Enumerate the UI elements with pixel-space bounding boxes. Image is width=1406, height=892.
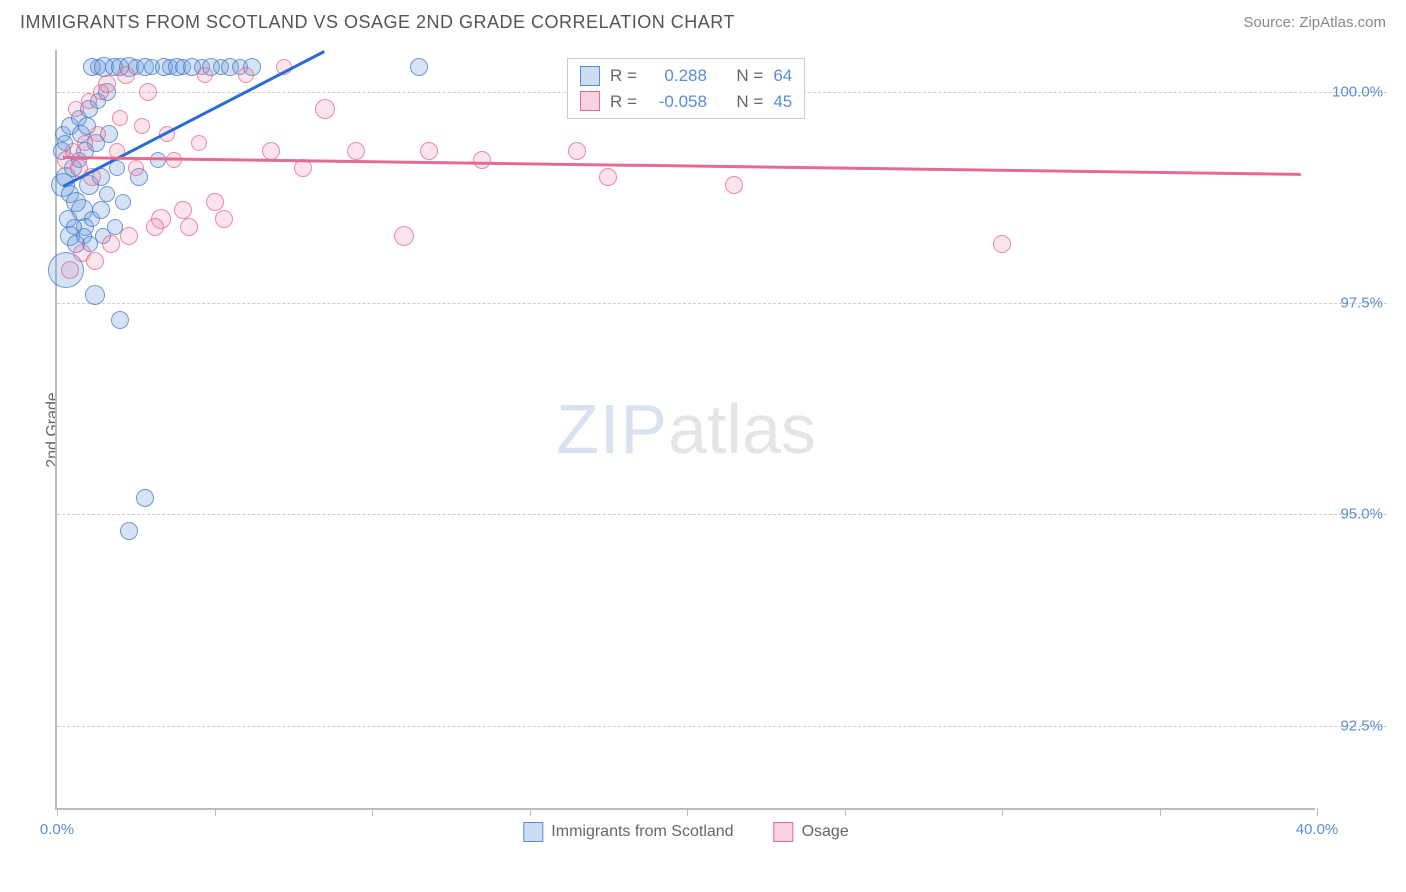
legend-swatch: [774, 822, 794, 842]
y-tick-label: 92.5%: [1340, 717, 1383, 734]
x-tick: [372, 808, 373, 816]
gridline: [57, 726, 1387, 727]
osage-point: [128, 160, 144, 176]
osage-point: [86, 252, 104, 270]
osage-point: [420, 142, 438, 160]
scotland-point: [85, 285, 105, 305]
correlation-scatter-chart: 2nd Grade ZIPatlas 92.5%95.0%97.5%100.0%…: [55, 50, 1385, 810]
osage-trendline: [63, 156, 1301, 175]
osage-point: [102, 235, 120, 253]
x-tick: [845, 808, 846, 816]
y-tick-label: 100.0%: [1332, 84, 1383, 101]
osage-point: [262, 142, 280, 160]
x-tick: [1317, 808, 1318, 816]
watermark-atlas: atlas: [668, 390, 816, 468]
legend-item-scotland: Immigrants from Scotland: [523, 822, 733, 842]
osage-point: [473, 151, 491, 169]
chart-title: IMMIGRANTS FROM SCOTLAND VS OSAGE 2ND GR…: [20, 12, 735, 33]
legend-label: Immigrants from Scotland: [551, 823, 733, 841]
osage-point: [174, 201, 192, 219]
n-value: 64: [773, 63, 792, 89]
osage-point: [61, 261, 79, 279]
x-tick: [530, 808, 531, 816]
scotland-point: [115, 194, 131, 210]
source-prefix: Source:: [1243, 14, 1299, 31]
correlation-legend: R =0.288 N =64R =-0.058 N =45: [567, 58, 805, 119]
x-tick-label: 0.0%: [40, 821, 74, 838]
n-value: 45: [773, 89, 792, 115]
source-attribution: Source: ZipAtlas.com: [1243, 14, 1386, 31]
osage-point: [146, 218, 164, 236]
legend-label: Osage: [802, 823, 849, 841]
osage-point: [134, 118, 150, 134]
gridline: [57, 514, 1387, 515]
x-tick: [215, 808, 216, 816]
scotland-point: [410, 58, 428, 76]
osage-point: [90, 126, 106, 142]
osage-point: [993, 235, 1011, 253]
osage-point: [215, 210, 233, 228]
legend-row-osage: R =-0.058 N =45: [580, 89, 792, 115]
legend-swatch: [523, 822, 543, 842]
osage-point: [568, 142, 586, 160]
osage-point: [112, 110, 128, 126]
legend-swatch: [580, 66, 600, 86]
osage-point: [93, 84, 109, 100]
legend-item-osage: Osage: [774, 822, 849, 842]
legend-row-scotland: R =0.288 N =64: [580, 63, 792, 89]
chart-header: IMMIGRANTS FROM SCOTLAND VS OSAGE 2ND GR…: [0, 0, 1406, 41]
watermark-zip: ZIP: [556, 390, 668, 468]
osage-point: [315, 99, 335, 119]
osage-point: [206, 193, 224, 211]
series-legend: Immigrants from Scotland Osage: [523, 822, 848, 842]
x-tick: [1002, 808, 1003, 816]
plot-area: ZIPatlas 92.5%95.0%97.5%100.0%0.0%40.0%R…: [55, 50, 1315, 810]
osage-point: [117, 66, 135, 84]
x-tick: [57, 808, 58, 816]
x-tick-label: 40.0%: [1296, 821, 1339, 838]
x-tick: [1160, 808, 1161, 816]
scotland-point: [111, 311, 129, 329]
r-value: -0.058: [647, 89, 707, 115]
y-tick-label: 97.5%: [1340, 295, 1383, 312]
gridline: [57, 303, 1387, 304]
osage-point: [139, 83, 157, 101]
x-tick: [687, 808, 688, 816]
scotland-point: [99, 186, 115, 202]
legend-swatch: [580, 91, 600, 111]
osage-point: [197, 67, 213, 83]
scotland-point: [120, 522, 138, 540]
source-link[interactable]: ZipAtlas.com: [1299, 14, 1386, 31]
osage-point: [725, 176, 743, 194]
osage-point: [120, 227, 138, 245]
osage-point: [599, 168, 617, 186]
osage-point: [191, 135, 207, 151]
osage-point: [394, 226, 414, 246]
watermark: ZIPatlas: [556, 389, 816, 469]
r-value: 0.288: [647, 63, 707, 89]
y-tick-label: 95.0%: [1340, 506, 1383, 523]
osage-point: [238, 67, 254, 83]
osage-point: [347, 142, 365, 160]
osage-point: [180, 218, 198, 236]
osage-point: [294, 159, 312, 177]
scotland-point: [92, 201, 110, 219]
scotland-point: [136, 489, 154, 507]
